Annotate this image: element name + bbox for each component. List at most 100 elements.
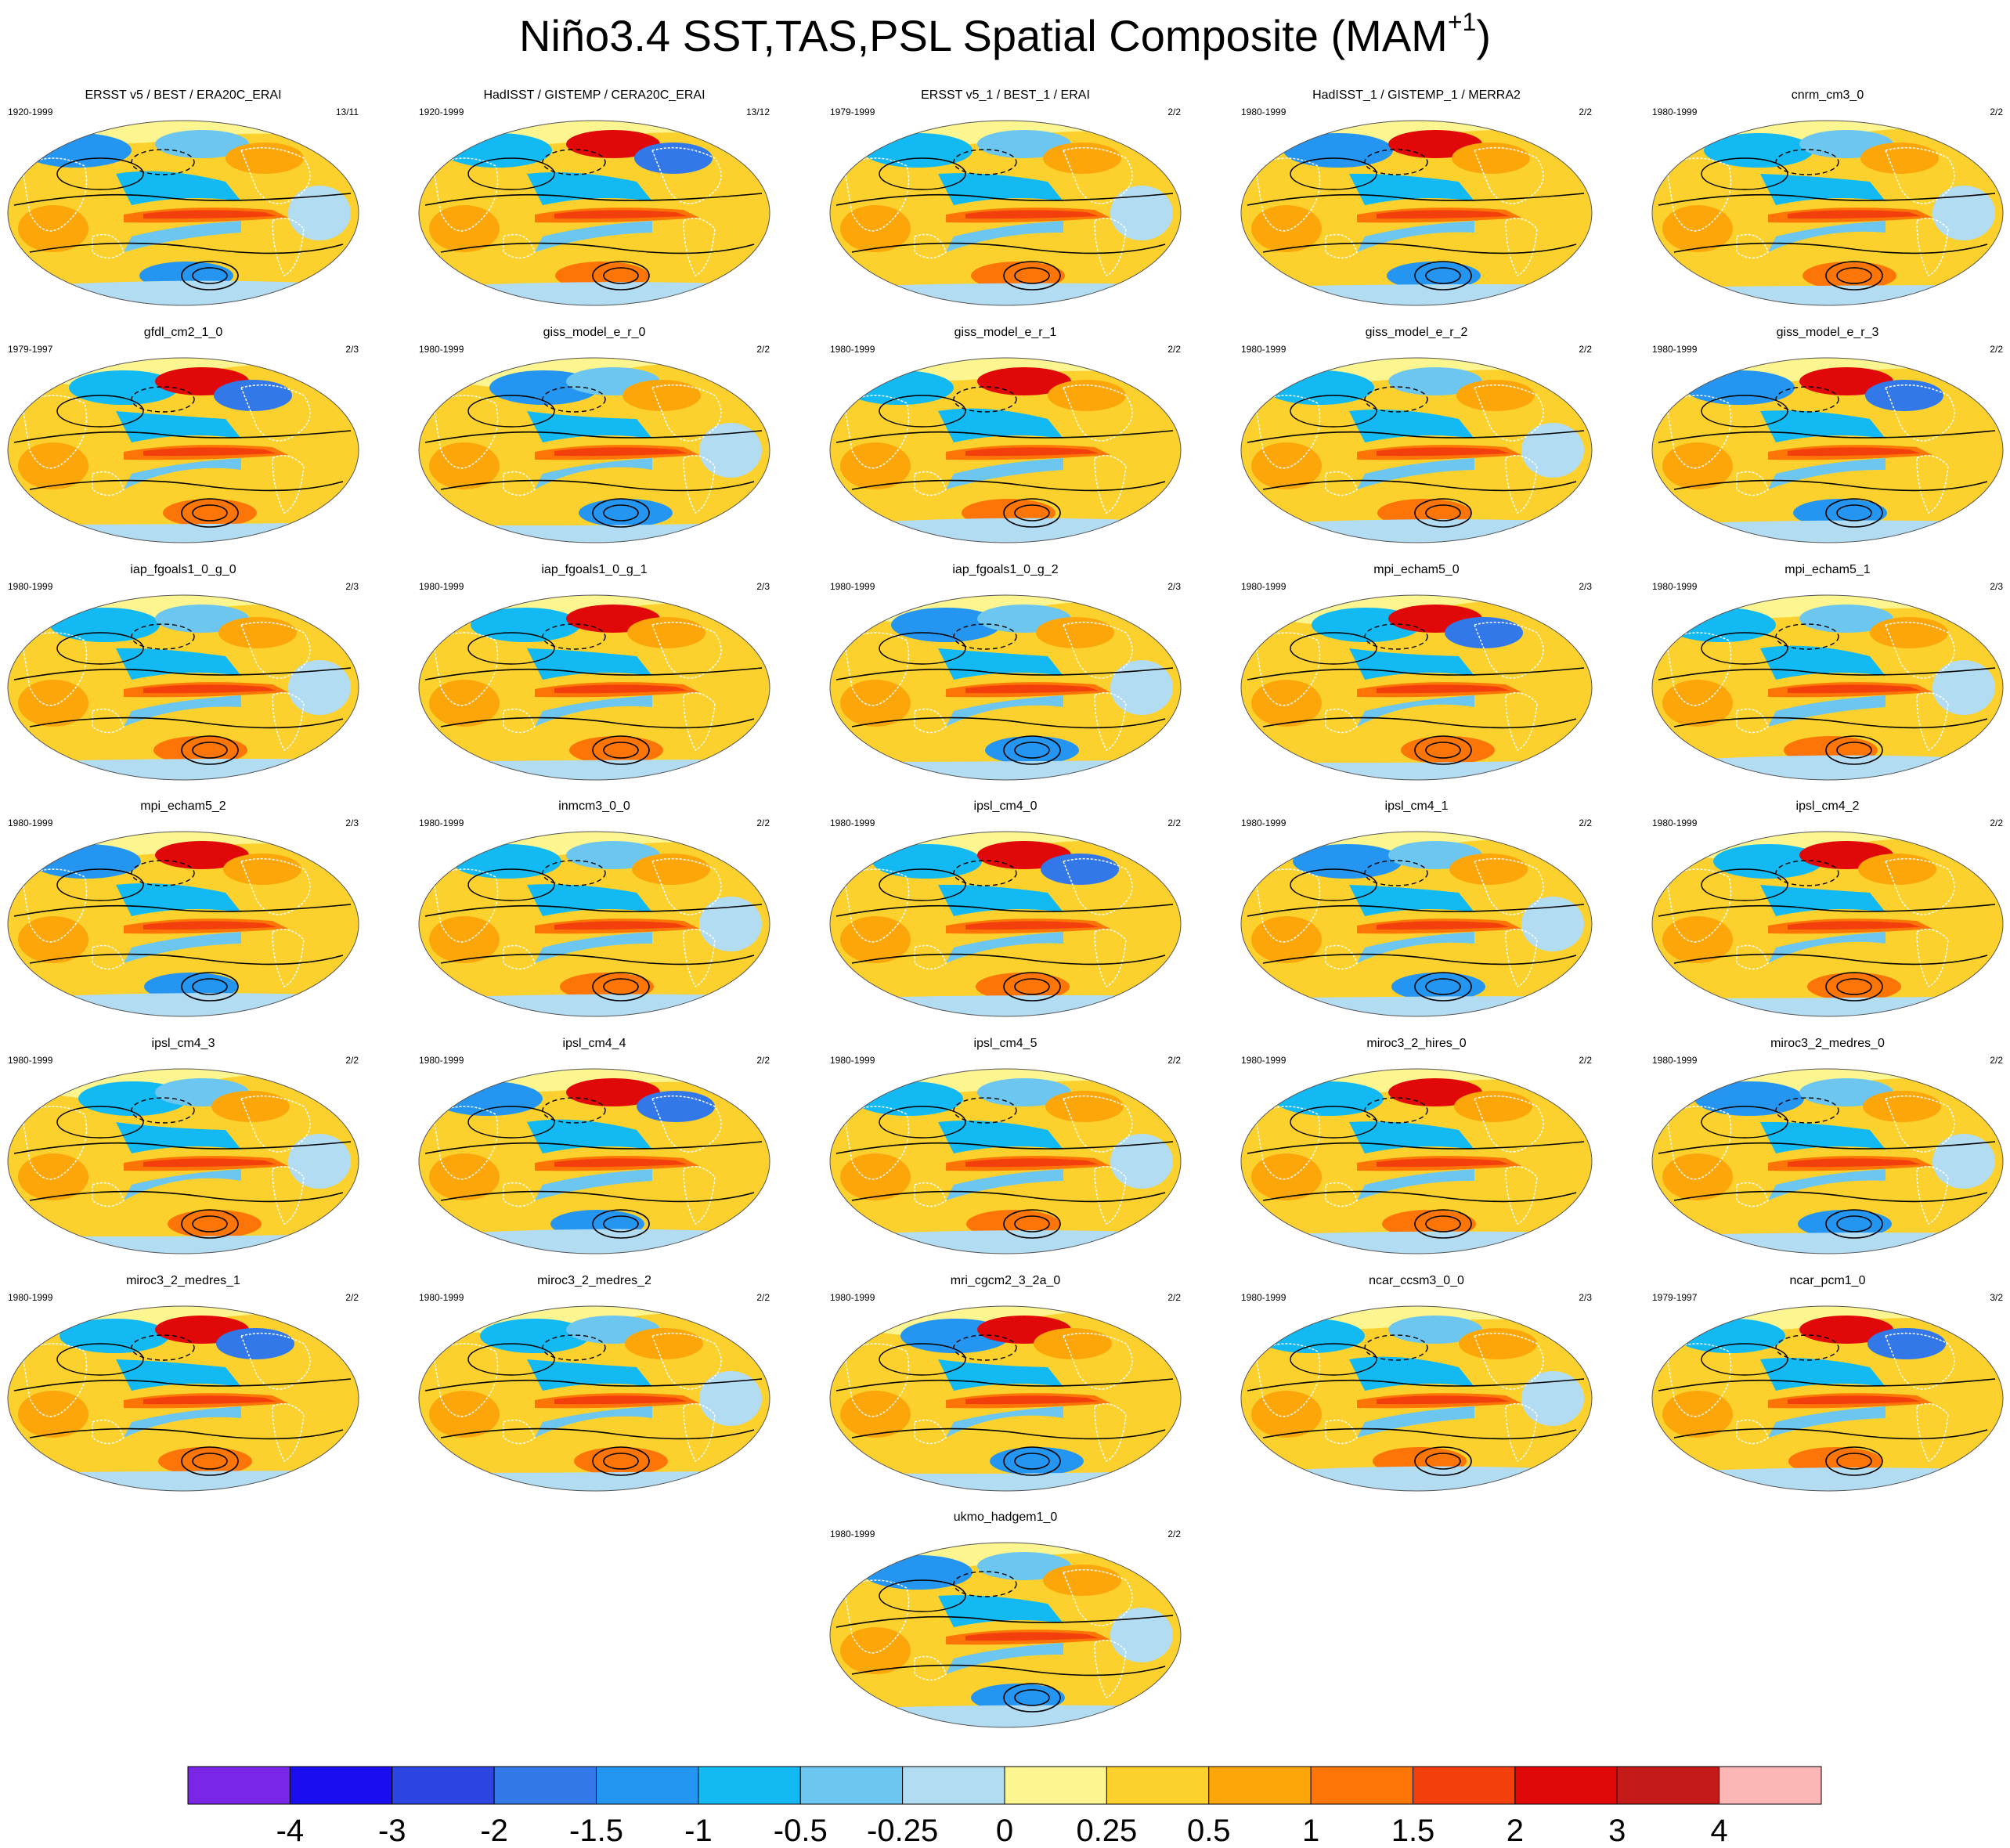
panel-count: 2/2 [345,1292,359,1303]
panel-count: 2/3 [1167,581,1181,592]
panel-count: 13/12 [745,106,770,117]
colorbar-swatch [1514,1766,1618,1805]
panel-count: 2/2 [756,1292,770,1303]
panel-count: 2/3 [1579,1292,1592,1303]
panel-years: 1980-1999 [8,1055,53,1066]
panel-title: ncar_pcm1_0 [1789,1274,1866,1287]
panel-count: 2/2 [1579,344,1592,355]
map-panel: ipsl_cm4_1 1980-1999 2/2 [1240,799,1593,1034]
colorbar-swatch [187,1766,290,1805]
map-panel: HadISST_1 / GISTEMP_1 / MERRA2 1980-1999 2… [1240,88,1593,323]
panel-title: giss_model_e_r_2 [1365,326,1468,339]
globe-map [829,1068,1182,1254]
panel-years: 1980-1999 [1241,1055,1286,1066]
panel-count: 2/2 [1990,818,2003,828]
globe-map [418,357,770,543]
panel-count: 2/2 [1990,344,2003,355]
panel-count: 2/3 [345,581,359,592]
map-panel: ncar_ccsm3_0_0 1980-1999 2/3 [1240,1273,1593,1508]
panel-count: 3/2 [1990,1292,2003,1303]
colorbar-swatch [902,1766,1005,1805]
globe-map [1240,1068,1593,1254]
colorbar-swatch [1719,1766,1822,1805]
colorbar-tick-label: 4 [1710,1814,1728,1848]
map-panel: iap_fgoals1_0_g_1 1980-1999 2/3 [417,562,771,797]
panel-years: 1980-1999 [8,1292,53,1303]
globe-map [1240,831,1593,1017]
panel-title: HadISST / GISTEMP / CERA20C_ERAI [483,88,705,102]
panel-years: 1980-1999 [1652,1055,1698,1066]
panel-years: 1980-1999 [419,1292,464,1303]
globe-map [7,1305,359,1492]
map-panel: ncar_pcm1_0 1979-1997 3/2 [1651,1273,2005,1508]
colorbar-tick-label: 2 [1506,1814,1524,1848]
panel-title: inmcm3_0_0 [558,799,630,813]
panel-title: iap_fgoals1_0_g_2 [952,563,1059,576]
colorbar-tick-label: 0.25 [1076,1814,1138,1848]
globe-map [7,1068,359,1254]
globe-map [1651,357,2004,543]
colorbar-swatch [1004,1766,1107,1805]
globe-map [1651,831,2004,1017]
panel-years: 1979-1997 [8,344,53,355]
colorbar-tick-label: 3 [1608,1814,1626,1848]
map-panel: giss_model_e_r_2 1980-1999 2/2 [1240,325,1593,560]
globe-map [1651,1068,2004,1254]
globe-map [418,1305,770,1492]
panel-title: mpi_echam5_2 [140,799,226,813]
map-panel: gfdl_cm2_1_0 1979-1997 2/3 [6,325,360,560]
panel-count: 2/2 [1167,106,1181,117]
panel-years: 1980-1999 [830,344,875,355]
panel-years: 1980-1999 [830,581,875,592]
panel-years: 1920-1999 [419,106,464,117]
panel-years: 1980-1999 [419,581,464,592]
map-panel: miroc3_2_medres_1 1980-1999 2/2 [6,1273,360,1508]
colorbar-tick-label: -2 [480,1814,508,1848]
map-panel: ERSST v5 / BEST / ERA20C_ERAI 1920-1999 13… [6,88,360,323]
colorbar-swatch [1413,1766,1516,1805]
map-panel: iap_fgoals1_0_g_0 1980-1999 2/3 [6,562,360,797]
panel-count: 2/2 [1990,1055,2003,1066]
globe-map [1240,1305,1593,1492]
panel-title: mri_cgcm2_3_2a_0 [950,1274,1061,1287]
map-panel: iap_fgoals1_0_g_2 1980-1999 2/3 [828,562,1182,797]
globe-map [829,120,1182,306]
panel-title: iap_fgoals1_0_g_0 [130,563,236,576]
map-panel: cnrm_cm3_0 1980-1999 2/2 [1651,88,2005,323]
panel-years: 1980-1999 [8,818,53,828]
colorbar-swatch [392,1766,495,1805]
panel-count: 2/2 [345,1055,359,1066]
globe-map [1651,1305,2004,1492]
map-panel: ERSST v5_1 / BEST_1 / ERAI 1979-1999 2/2 [828,88,1182,323]
panel-count: 2/3 [756,581,770,592]
panel-title: ipsl_cm4_5 [973,1037,1037,1050]
colorbar-swatch [1310,1766,1413,1805]
globe-map [418,1068,770,1254]
colorbar-tick-label: -0.25 [867,1814,939,1848]
panel-years: 1980-1999 [1652,818,1698,828]
map-panel: miroc3_2_hires_0 1980-1999 2/2 [1240,1036,1593,1271]
panel-count: 2/2 [1167,1055,1181,1066]
map-panel: miroc3_2_medres_2 1980-1999 2/2 [417,1273,771,1508]
panel-count: 2/3 [1579,581,1592,592]
panel-title: ipsl_cm4_2 [1795,799,1860,813]
panel-years: 1980-1999 [1241,1292,1286,1303]
globe-map [7,831,359,1017]
panel-years: 1980-1999 [419,344,464,355]
panel-count: 2/2 [1167,1529,1181,1539]
panel-years: 1979-1997 [1652,1292,1698,1303]
colorbar-swatch [799,1766,904,1805]
map-panel: miroc3_2_medres_0 1980-1999 2/2 [1651,1036,2005,1271]
globe-map [829,1305,1182,1492]
panel-title: miroc3_2_hires_0 [1366,1037,1467,1050]
map-panel: giss_model_e_r_1 1980-1999 2/2 [828,325,1182,560]
panel-years: 1980-1999 [1241,344,1286,355]
panel-count: 2/3 [1990,581,2003,592]
globe-map [7,120,359,306]
map-panel: mpi_echam5_2 1980-1999 2/3 [6,799,360,1034]
colorbar-swatch [1616,1766,1720,1805]
colorbar-tick-label: 1.5 [1391,1814,1435,1848]
colorbar-tick-label: -1.5 [569,1814,623,1848]
panel-years: 1980-1999 [1652,344,1698,355]
panel-title: ERSST v5 / BEST / ERA20C_ERAI [85,88,282,102]
